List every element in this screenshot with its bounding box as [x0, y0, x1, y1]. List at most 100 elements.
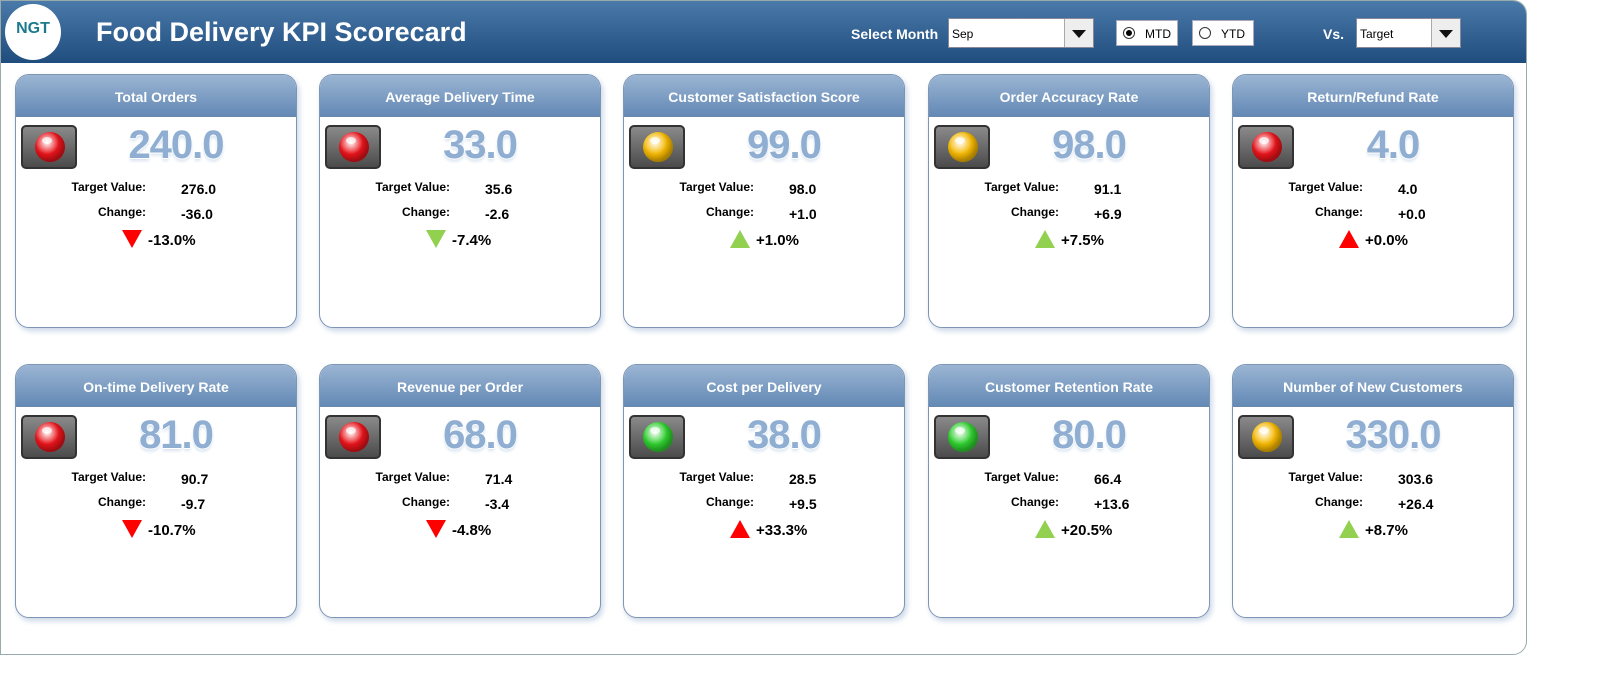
card-title: Revenue per Order — [320, 365, 600, 407]
arrow-shape — [730, 230, 750, 248]
change-arrow — [730, 520, 750, 538]
status-light — [1252, 422, 1282, 452]
target-value: 35.6 — [485, 181, 513, 197]
card-title: On-time Delivery Rate — [16, 365, 296, 407]
change-label: Change: — [98, 205, 146, 219]
dropdown-button[interactable] — [1431, 19, 1460, 47]
mtd-radio[interactable]: MTD — [1116, 20, 1178, 46]
change-percent: +20.5% — [1061, 522, 1113, 539]
change-value: -2.6 — [485, 206, 510, 222]
status-light-box — [325, 125, 381, 169]
title: Food Delivery KPI Scorecard — [96, 17, 467, 47]
kpi-card: Total Orders 240.0 Target Value: 276.0 Chang… — [15, 74, 297, 328]
kpi-value: 33.0 — [443, 123, 518, 167]
target-value: 28.5 — [789, 471, 817, 487]
change-percent: +1.0% — [756, 232, 799, 249]
change-arrow — [730, 230, 750, 248]
change-value: +9.5 — [789, 496, 817, 512]
kpi-card: Return/Refund Rate 4.0 Target Value: 4.0 Cha… — [1232, 74, 1514, 328]
kpi-value: 330.0 — [1345, 413, 1441, 457]
status-light — [643, 132, 673, 162]
status-light — [1252, 132, 1282, 162]
kpi-value: 81.0 — [139, 413, 214, 457]
target-value: 276.0 — [181, 181, 217, 197]
target-value: 66.4 — [1094, 471, 1122, 487]
status-light-box — [1238, 125, 1294, 169]
status-light-box — [1238, 415, 1294, 459]
kpi-value: 98.0 — [1052, 123, 1127, 167]
target-label: Target Value: — [375, 470, 450, 484]
kpi-value: 68.0 — [443, 413, 518, 457]
status-light-box — [629, 415, 685, 459]
change-label: Change: — [402, 205, 450, 219]
status-light — [643, 422, 673, 452]
arrow-shape — [1339, 230, 1359, 248]
change-arrow — [426, 230, 446, 248]
change-percent: +8.7% — [1365, 522, 1408, 539]
change-label: Change: — [402, 495, 450, 509]
status-light-box — [934, 125, 990, 169]
arrow-shape — [1035, 230, 1055, 248]
change-arrow — [1035, 520, 1055, 538]
card-title: Average Delivery Time — [320, 75, 600, 117]
target-label: Target Value: — [984, 180, 1059, 194]
dropdown-button[interactable] — [1064, 19, 1093, 47]
vs-value: Target — [1360, 27, 1394, 41]
change-value: +6.9 — [1094, 206, 1122, 222]
change-arrow — [426, 520, 446, 538]
radio-dot — [1199, 27, 1211, 39]
arrow-shape — [1035, 520, 1055, 538]
kpi-card: Customer Satisfaction Score 99.0 Target Va… — [623, 74, 905, 328]
dashboard: NGT Food Delivery KPI Scorecard Select M… — [0, 0, 1527, 655]
change-label: Change: — [98, 495, 146, 509]
card-title: Cost per Delivery — [624, 365, 904, 407]
arrow-shape — [730, 520, 750, 538]
kpi-card: Order Accuracy Rate 98.0 Target Value: 91.1… — [928, 74, 1210, 328]
vs-dropdown[interactable]: Target — [1356, 18, 1461, 48]
card-title: Total Orders — [16, 75, 296, 117]
change-arrow — [122, 520, 142, 538]
target-value: 98.0 — [789, 181, 817, 197]
change-value: +13.6 — [1094, 496, 1130, 512]
change-percent: -10.7% — [148, 522, 196, 539]
change-value: +26.4 — [1398, 496, 1434, 512]
target-value: 91.1 — [1094, 181, 1122, 197]
arrow-shape — [122, 230, 142, 248]
change-percent: -13.0% — [148, 232, 196, 249]
status-light-box — [21, 415, 77, 459]
ytd-radio[interactable]: YTD — [1192, 20, 1254, 46]
kpi-card: On-time Delivery Rate 81.0 Target Value: 90… — [15, 364, 297, 618]
target-label: Target Value: — [1288, 470, 1363, 484]
radio-dot — [1123, 27, 1135, 39]
change-percent: +0.0% — [1365, 232, 1408, 249]
change-arrow — [1339, 230, 1359, 248]
change-arrow — [1035, 230, 1055, 248]
arrow-shape — [1339, 520, 1359, 538]
kpi-card: Revenue per Order 68.0 Target Value: 71.4 Ch… — [319, 364, 601, 618]
status-light — [35, 422, 65, 452]
kpi-value: 80.0 — [1052, 413, 1127, 457]
mtd-label: MTD — [1145, 27, 1171, 41]
card-title: Order Accuracy Rate — [929, 75, 1209, 117]
change-percent: +33.3% — [756, 522, 808, 539]
status-light — [35, 132, 65, 162]
kpi-value: 38.0 — [747, 413, 822, 457]
kpi-card: Number of New Customers 330.0 Target Value… — [1232, 364, 1514, 618]
target-label: Target Value: — [679, 470, 754, 484]
target-label: Target Value: — [375, 180, 450, 194]
change-label: Change: — [1011, 495, 1059, 509]
card-title: Customer Retention Rate — [929, 365, 1209, 407]
kpi-value: 240.0 — [128, 123, 224, 167]
change-arrow — [1339, 520, 1359, 538]
change-percent: +7.5% — [1061, 232, 1104, 249]
status-light — [948, 132, 978, 162]
card-title: Return/Refund Rate — [1233, 75, 1513, 117]
target-label: Target Value: — [984, 470, 1059, 484]
target-value: 4.0 — [1398, 181, 1418, 197]
target-label: Target Value: — [679, 180, 754, 194]
month-dropdown[interactable]: Sep — [948, 18, 1094, 48]
target-label: Target Value: — [1288, 180, 1363, 194]
change-value: -36.0 — [181, 206, 213, 222]
status-light — [948, 422, 978, 452]
